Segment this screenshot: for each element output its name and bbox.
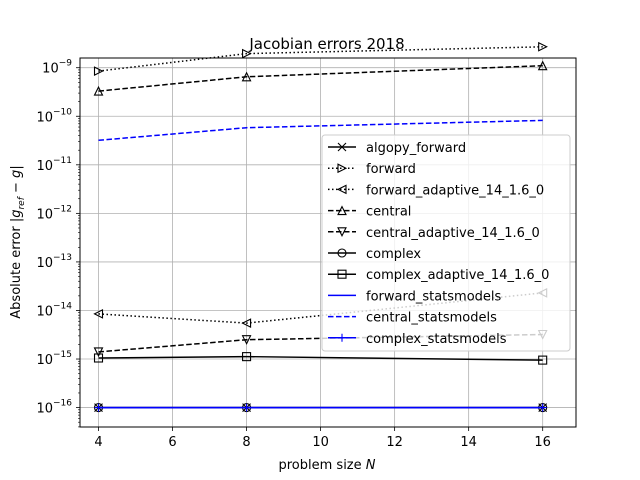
legend-marker [337, 227, 347, 238]
series-line [98, 292, 543, 324]
legend-entry: central_adaptive_14_1.6_0 [328, 226, 540, 241]
legend-box [321, 134, 571, 352]
data-point [93, 66, 104, 77]
x-tick-label: 10 [312, 435, 329, 450]
x-axis-label-text: problem size [279, 458, 366, 473]
chart-title: Jacobian errors 2018 [248, 35, 404, 53]
legend-entry: central_statsmodels [328, 311, 497, 326]
data-point [242, 48, 252, 59]
y-tick-label: 10−14 [36, 301, 72, 319]
y-tick-label: 10−15 [36, 350, 72, 368]
x-axis-ticks: 4 6 8 10 12 14 16 [94, 427, 551, 450]
y-axis-label: Absolute error |gref − g| [9, 165, 27, 318]
y-tick-label: 10−10 [36, 107, 72, 125]
data-point [537, 60, 548, 71]
data-point [93, 347, 104, 358]
y-tick-label: 10−12 [36, 204, 72, 222]
x-axis-label: problem size N [279, 458, 376, 473]
legend-marker [337, 142, 347, 152]
data-point [94, 403, 103, 412]
series-forward [93, 41, 548, 77]
legend-marker [337, 163, 348, 174]
series-line [98, 355, 543, 361]
y-axis-ticks: 10−16 10−15 10−14 10−13 10−12 10−11 10−10 10−9 [36, 59, 80, 428]
y-tick-label: 10−16 [36, 399, 72, 417]
legend-label: forward_adaptive_14_1.6_0 [366, 183, 544, 198]
data-point [538, 403, 547, 412]
legend-label: central [366, 205, 411, 220]
y-axis-label-text: Absolute error | [9, 218, 24, 319]
x-tick-label: 14 [460, 435, 477, 450]
series-line [98, 64, 543, 92]
legend-entry: complex_statsmodels [328, 332, 507, 347]
x-tick-label: 4 [94, 435, 102, 450]
data-point [93, 85, 104, 96]
data-point [93, 309, 104, 319]
data-point [93, 353, 104, 363]
legend-marker [338, 333, 346, 342]
data-point [538, 355, 548, 365]
data-point [241, 71, 252, 82]
series-complex-adaptive-14-1-6-0 [93, 352, 548, 365]
y-tick-label: 10−13 [36, 253, 72, 271]
legend-entry: forward_statsmodels [328, 289, 502, 304]
legend-label: complex_statsmodels [366, 332, 507, 347]
legend-marker [337, 205, 347, 216]
series-layer [93, 41, 548, 413]
legend-entry: complex [328, 247, 421, 262]
legend-label: forward [366, 162, 416, 177]
legend-entry: forward [328, 162, 416, 177]
data-point [242, 403, 251, 412]
data-point [241, 335, 252, 345]
series-central-statsmodels [98, 119, 543, 142]
x-tick-label: 16 [534, 435, 551, 450]
series-line [98, 119, 543, 142]
legend-label: algopy_forward [366, 141, 466, 156]
series-complex-statsmodels [94, 403, 547, 412]
x-axis-label-symbol: N [366, 458, 376, 473]
legend-label: central_adaptive_14_1.6_0 [366, 226, 540, 241]
x-tick-label: 8 [242, 435, 250, 450]
legend-entry: forward_adaptive_14_1.6_0 [328, 183, 544, 198]
y-axis-label-g2: g [9, 170, 24, 178]
y-tick-label: 10−11 [36, 156, 72, 174]
data-point [538, 41, 548, 52]
x-tick-label: 6 [168, 435, 176, 450]
y-axis-label-subscript: ref [17, 195, 27, 209]
legend-label: forward_statsmodels [366, 289, 502, 304]
legend-label: complex_adaptive_14_1.6_0 [366, 268, 549, 283]
legend-entry: central [328, 205, 411, 220]
y-axis-label-g: g [9, 210, 24, 218]
legend-entry: algopy_forward [328, 141, 466, 156]
data-point [242, 352, 252, 362]
legend-marker [337, 248, 347, 258]
y-axis-label-minus: − [9, 178, 24, 197]
legend-marker [337, 269, 347, 279]
x-tick-label: 12 [386, 435, 403, 450]
legend-label: central_statsmodels [366, 311, 497, 326]
series-central [93, 60, 548, 96]
series-line [98, 46, 543, 72]
legend-entry: complex_adaptive_14_1.6_0 [328, 268, 549, 283]
data-point [241, 318, 252, 328]
y-axis-label-bar: | [9, 165, 24, 169]
y-tick-label: 10−9 [42, 59, 72, 77]
legend-label: complex [366, 247, 421, 262]
legend-marker [336, 184, 347, 195]
plot-frame [79, 57, 577, 428]
